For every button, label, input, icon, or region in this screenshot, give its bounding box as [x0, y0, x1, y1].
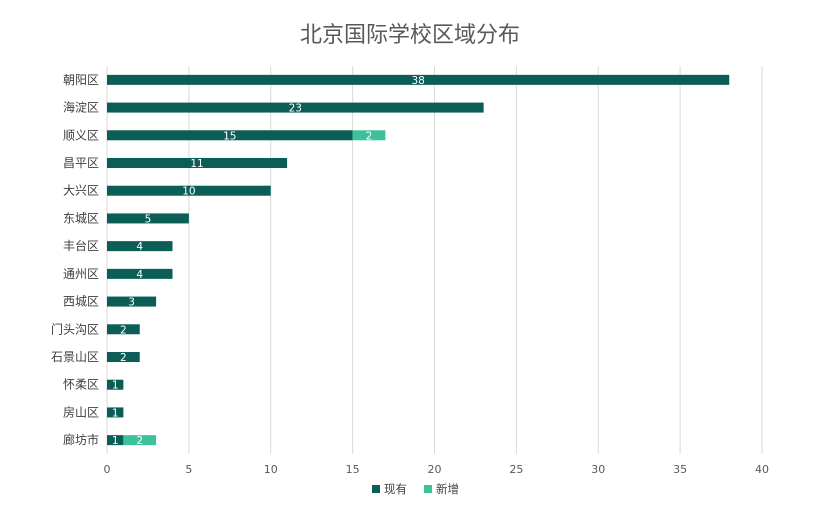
- data-label: 1: [112, 407, 119, 419]
- bar-existing: [107, 241, 173, 252]
- bar-new: [123, 435, 157, 446]
- category-label: 门头沟区: [51, 321, 99, 336]
- data-label: 23: [289, 103, 302, 115]
- category-label: 西城区: [63, 295, 99, 309]
- legend-label-new: 新增: [436, 482, 459, 496]
- data-label: 5: [145, 213, 152, 225]
- gridlines: [106, 66, 763, 454]
- bar-existing: [107, 435, 124, 446]
- x-tick-labels: 0 5 10 15 20 25 30 35 40: [104, 463, 770, 476]
- data-label: 4: [136, 269, 143, 281]
- x-tick-label: 15: [346, 463, 360, 476]
- data-label: 2: [136, 435, 143, 447]
- data-label: 2: [120, 352, 127, 364]
- legend: 现有 新增: [372, 482, 459, 496]
- category-label: 顺义区: [63, 128, 99, 142]
- category-label: 廊坊市: [63, 432, 99, 447]
- legend-label-existing: 现有: [384, 482, 407, 496]
- bar-existing: [107, 379, 124, 390]
- x-tick-label: 10: [264, 463, 278, 476]
- bar-new: [352, 130, 386, 141]
- category-label: 东城区: [63, 211, 99, 225]
- data-label: 10: [182, 186, 195, 198]
- x-tick-label: 25: [509, 463, 523, 476]
- chart-title: 北京国际学校区域分布: [300, 23, 520, 48]
- bar-existing: [107, 74, 730, 85]
- data-label: 1: [112, 380, 119, 392]
- x-tick-label: 30: [591, 463, 605, 476]
- bar-existing: [107, 352, 140, 362]
- data-label: 1: [112, 435, 119, 447]
- category-label: 朝阳区: [63, 73, 99, 87]
- bar-existing: [107, 130, 353, 141]
- category-label: 通州区: [63, 267, 99, 281]
- data-label: 3: [128, 297, 135, 309]
- data-label: 2: [366, 130, 373, 142]
- bar-existing: [107, 296, 157, 307]
- category-labels: 朝阳区海淀区顺义区昌平区大兴区东城区丰台区通州区西城区门头沟区石景山区怀柔区房山…: [51, 73, 99, 447]
- bar-existing: [107, 213, 189, 224]
- legend-swatch-existing: [372, 485, 380, 493]
- data-label: 11: [190, 158, 203, 170]
- x-tick-label: 5: [185, 463, 192, 476]
- data-label: 38: [411, 75, 424, 87]
- data-label: 2: [120, 324, 127, 336]
- category-label: 房山区: [63, 404, 99, 419]
- data-label: 4: [136, 241, 143, 253]
- legend-swatch-new: [424, 485, 432, 493]
- bar-existing: [107, 324, 140, 335]
- category-label: 大兴区: [63, 184, 99, 198]
- x-tick-label: 35: [673, 463, 687, 476]
- x-tick-label: 20: [428, 463, 442, 476]
- x-tick-label: 40: [755, 463, 769, 476]
- data-label: 15: [223, 130, 236, 142]
- bar-existing: [107, 185, 271, 196]
- bar-existing: [107, 102, 484, 113]
- bar-existing: [107, 407, 124, 418]
- category-label: 昌平区: [63, 156, 99, 170]
- category-label: 怀柔区: [63, 378, 99, 392]
- bar-existing: [107, 158, 288, 168]
- x-tick-label: 0: [104, 463, 111, 476]
- category-label: 石景山区: [51, 350, 99, 364]
- bar-existing: [107, 268, 173, 279]
- category-label: 海淀区: [63, 100, 99, 115]
- category-label: 丰台区: [63, 238, 99, 253]
